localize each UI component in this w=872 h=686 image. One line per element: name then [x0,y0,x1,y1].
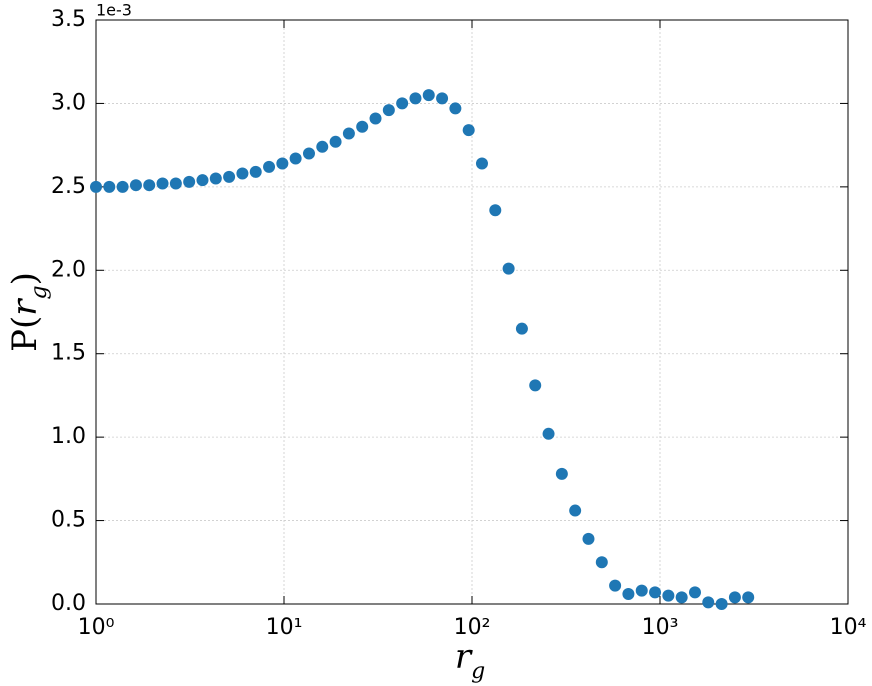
point [555,467,568,480]
point [702,596,715,609]
point [569,504,582,517]
point [582,532,595,545]
y-tick-label: 1.0 [51,424,86,449]
point [489,204,502,217]
point [436,92,449,105]
point [675,591,688,604]
point [329,135,342,148]
point [515,322,528,335]
x-tick-label: 10¹ [266,615,303,640]
point [90,180,102,193]
offset-text: 1e-3 [96,1,132,20]
point [249,165,262,178]
x-label-main: r [455,637,473,677]
point [609,579,622,592]
point [342,127,355,140]
point [728,591,741,604]
point [462,124,475,137]
point [316,140,329,153]
point [263,160,276,173]
point [422,89,435,102]
point [183,175,196,188]
point [382,104,395,117]
point [169,177,182,190]
point [196,174,209,187]
x-tick-label: 10⁰ [78,615,115,640]
x-tick-label: 10⁴ [830,615,867,640]
point [542,427,555,440]
y-tick-label: 2.5 [51,174,86,199]
y-axis-label: P(rg) [5,272,52,352]
point [396,97,409,110]
point [529,379,542,392]
y-label-sub: g [27,285,52,299]
point [742,591,755,604]
y-tick-label: 0.0 [51,591,86,616]
point [129,179,142,192]
x-tick-label: 10³ [642,615,679,640]
point [662,589,675,602]
point [156,177,169,190]
point [143,179,156,192]
point [622,587,635,600]
point [223,170,236,183]
y-label-part: P( [5,316,45,352]
point [236,167,249,180]
point [688,586,701,599]
y-tick-label: 2.0 [51,257,86,282]
point [715,598,728,610]
y-tick-label: 3.0 [51,90,86,115]
point [356,120,369,133]
point [289,152,302,165]
y-tick-label: 3.5 [51,7,86,32]
plot-frame [95,19,849,605]
point [649,586,662,599]
x-tick-label: 10² [454,615,491,640]
point [595,556,608,569]
y-tick-label: 1.5 [51,341,86,366]
point [369,112,382,125]
point [449,102,462,115]
y-label-part: ) [5,272,45,285]
point [302,147,315,160]
point [276,157,289,170]
point [502,262,515,275]
point [409,92,422,105]
point [116,180,129,193]
point [209,172,222,185]
point [635,584,648,597]
x-axis-label: rg [455,637,485,684]
point [103,180,116,193]
point [475,157,488,170]
y-label-part: r [5,298,45,316]
x-label-sub: g [471,659,485,684]
y-tick-label: 0.5 [51,508,86,533]
